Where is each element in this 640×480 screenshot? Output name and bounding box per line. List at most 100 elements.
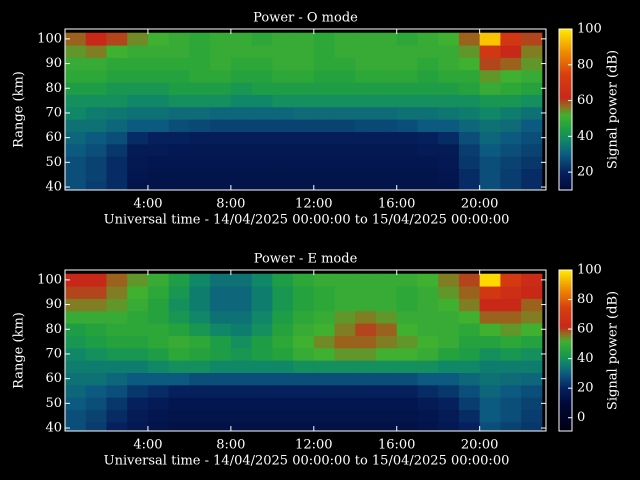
colorbar-step — [559, 167, 572, 171]
heatmap-cell — [127, 69, 149, 83]
heatmap-cell — [375, 286, 398, 299]
heatmap-cell — [189, 286, 211, 299]
heatmap-cell — [479, 384, 501, 398]
heatmap-cell — [293, 335, 315, 349]
heatmap-cell — [127, 131, 149, 145]
heatmap-cell — [313, 106, 336, 120]
heatmap-cell — [147, 180, 170, 190]
heatmap-cell — [396, 335, 418, 349]
heatmap-cell — [293, 94, 315, 108]
heatmap-cell — [355, 156, 377, 170]
colorbar-step — [559, 344, 572, 348]
heatmap-cell — [147, 82, 170, 95]
heatmap-cell — [458, 421, 481, 431]
colorbar-step — [559, 117, 572, 121]
colorbar-step — [559, 328, 572, 331]
heatmap-cell — [334, 360, 356, 373]
heatmap-cell — [293, 131, 315, 145]
y-tick-label: 40 — [45, 180, 62, 195]
heatmap-cell — [210, 119, 232, 132]
heatmap-cell — [210, 397, 232, 411]
heatmap-cell — [417, 372, 439, 386]
heatmap-cell — [85, 106, 107, 120]
heatmap-cell — [251, 32, 273, 46]
colorbar-step — [559, 179, 572, 183]
heatmap-cell — [127, 384, 149, 398]
heatmap-cell — [458, 45, 481, 58]
heatmap-cell — [168, 360, 190, 373]
heatmap-cell — [293, 360, 315, 373]
heatmap-cell — [210, 143, 232, 157]
heatmap-cell — [396, 298, 418, 312]
heatmap-cell — [210, 94, 232, 108]
heatmap-cell — [272, 180, 294, 190]
heatmap-cell — [438, 94, 460, 108]
heatmap-cell — [210, 180, 232, 190]
heatmap-cell — [293, 286, 315, 299]
heatmap-cell — [210, 372, 232, 386]
colorbar-step — [559, 143, 572, 147]
heatmap-cell — [65, 32, 87, 46]
heatmap-cell — [334, 347, 356, 361]
heatmap-cell — [500, 335, 522, 349]
colorbar-step — [559, 350, 572, 354]
heatmap-cell — [396, 131, 418, 145]
heatmap-cell — [521, 384, 543, 398]
heatmap-cell — [521, 310, 543, 324]
heatmap-cell — [458, 310, 481, 324]
colorbar-step — [559, 374, 572, 378]
heatmap-cell — [375, 57, 398, 71]
heatmap-cell — [313, 82, 336, 95]
heatmap-cell — [251, 397, 273, 411]
x-tick-label: 4:00 — [133, 197, 162, 212]
heatmap-cell — [106, 286, 128, 299]
heatmap-cell — [293, 384, 315, 398]
heatmap-cell — [272, 409, 294, 423]
heatmap-cell — [438, 347, 460, 361]
heatmap-cell — [251, 335, 273, 349]
heatmap-cell — [85, 45, 107, 58]
heatmap-cell — [334, 421, 356, 431]
heatmap-cell — [396, 421, 418, 431]
colorbar: 20 40 60 80 100 Signal power (dB) — [558, 22, 621, 191]
heatmap-cell — [396, 372, 418, 386]
colorbar-step — [559, 31, 572, 34]
colorbar-step — [559, 83, 572, 86]
colorbar-step — [559, 33, 572, 36]
colorbar-step — [559, 109, 572, 113]
heatmap-cell — [334, 106, 356, 120]
colorbar-step — [559, 137, 572, 141]
heatmap-cell — [147, 372, 170, 386]
heatmap-cell — [458, 409, 481, 423]
heatmap-cell — [189, 106, 211, 120]
heatmap-cell — [147, 310, 170, 324]
heatmap-cell — [251, 57, 273, 71]
heatmap-cell — [65, 69, 87, 83]
heatmap-cell — [293, 69, 315, 83]
heatmap-cell — [521, 45, 543, 58]
colorbar-step — [559, 59, 572, 62]
heatmap-cell — [85, 421, 107, 431]
heatmap-cell — [189, 298, 211, 312]
heatmap-cell — [189, 180, 211, 190]
heatmap-cell — [458, 119, 481, 132]
heatmap-cell — [230, 180, 253, 190]
heatmap-cell — [147, 32, 170, 46]
heatmap-cell — [106, 409, 128, 423]
heatmap-cell — [500, 143, 522, 157]
heatmap-cell — [85, 323, 107, 336]
heatmap-cell — [189, 384, 211, 398]
heatmap-cell — [396, 286, 418, 299]
y-tick-label: 50 — [45, 155, 62, 170]
heatmap-cell — [479, 32, 501, 46]
heatmap-cell — [230, 32, 253, 46]
heatmap-cell — [85, 131, 107, 145]
y-tick-label: 100 — [37, 31, 62, 46]
heatmap-cell — [375, 180, 398, 190]
heatmap-cell — [334, 57, 356, 71]
heatmap-cell — [65, 286, 87, 299]
colorbar-step — [559, 324, 572, 327]
colorbar-step — [559, 161, 572, 165]
colorbar-step — [559, 65, 572, 68]
colorbar-step — [559, 155, 572, 159]
